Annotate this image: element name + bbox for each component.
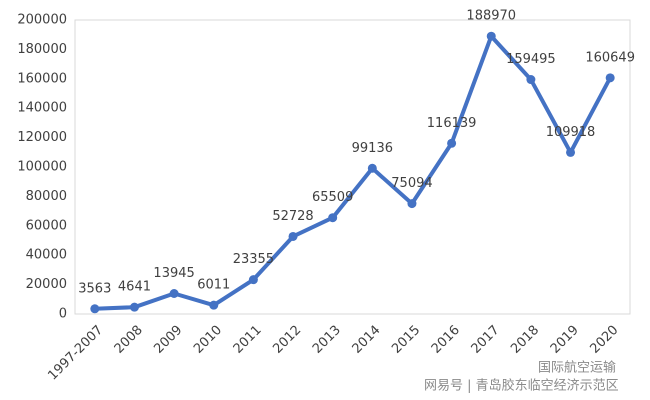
data-label: 65509 (312, 190, 353, 205)
point (526, 75, 536, 85)
y-tick-label: 180000 (17, 42, 67, 57)
x-tick-label: 1997-2007 (45, 323, 106, 384)
point (407, 199, 417, 209)
point (566, 147, 576, 157)
y-tick-label: 40000 (26, 248, 67, 263)
y-tick-label: 200000 (17, 13, 67, 28)
x-tick-label: 2018 (508, 323, 542, 357)
y-tick-label: 120000 (17, 130, 67, 145)
y-tick-label: 80000 (26, 189, 67, 204)
data-label: 75094 (391, 176, 432, 191)
y-tick-label: 100000 (17, 160, 67, 175)
data-label: 188970 (466, 9, 516, 24)
x-tick-label: 2016 (429, 323, 463, 357)
y-tick-label: 140000 (17, 101, 67, 116)
point (169, 289, 179, 299)
data-label: 6011 (197, 278, 230, 293)
y-tick-label: 0 (59, 307, 67, 322)
x-tick-label: 2009 (151, 323, 185, 357)
data-label: 109918 (546, 125, 596, 140)
point (486, 31, 496, 41)
data-label: 3563 (78, 281, 111, 296)
x-tick-label: 2014 (350, 323, 384, 357)
data-label: 4641 (118, 280, 151, 295)
watermark-account: 国际航空运输 (538, 360, 616, 376)
data-label: 159495 (506, 52, 556, 67)
point (248, 275, 258, 285)
x-tick-label: 2010 (191, 323, 225, 357)
x-tick-label: 2008 (112, 323, 146, 357)
y-tick-label: 160000 (17, 71, 67, 86)
data-label: 160649 (585, 50, 635, 65)
data-label: 23355 (233, 252, 274, 267)
x-tick-label: 2017 (469, 323, 503, 357)
data-label: 52728 (272, 209, 313, 224)
point (90, 304, 100, 314)
data-label: 99136 (352, 141, 393, 156)
point (367, 163, 377, 173)
y-tick-label: 20000 (26, 277, 67, 292)
point (605, 73, 615, 83)
data-label: 116139 (427, 116, 477, 131)
line (94, 34, 612, 311)
x-tick-label: 2015 (389, 323, 423, 357)
y-tick-label: 60000 (26, 218, 67, 233)
plot-frame (74, 19, 631, 315)
x-tick-label: 2012 (270, 323, 304, 357)
x-tick-label: 2013 (310, 323, 344, 357)
data-label: 13945 (153, 266, 194, 281)
point (288, 231, 298, 241)
x-tick-label: 2011 (231, 323, 265, 357)
point (129, 302, 139, 312)
point (447, 138, 457, 148)
x-tick-label: 2020 (587, 323, 621, 357)
point (328, 213, 338, 223)
x-tick-label: 2019 (548, 323, 582, 357)
watermark-source: 网易号 | 青岛胶东临空经济示范区 (424, 378, 619, 394)
point (209, 300, 219, 310)
